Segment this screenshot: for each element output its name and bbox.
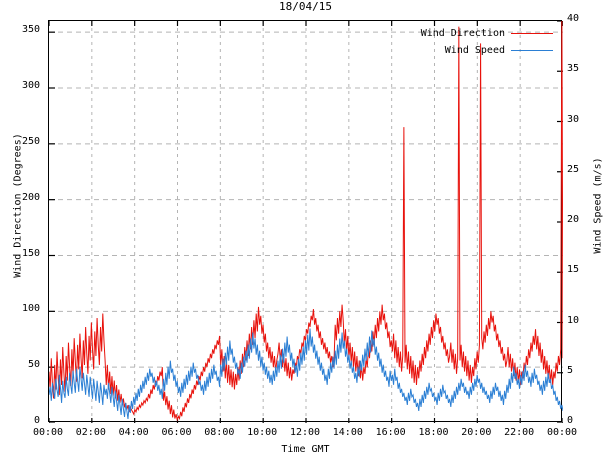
y-tick-left-350: 350 xyxy=(21,24,40,36)
legend-swatch-wind-speed xyxy=(511,50,553,51)
chart-legend: Wind Direction Wind Speed xyxy=(421,25,553,59)
y-tick-left-50: 50 xyxy=(27,359,40,371)
y-tick-left-300: 300 xyxy=(21,80,40,91)
legend-item-wind-speed[interactable]: Wind Speed xyxy=(421,42,553,59)
y-tick-left-100: 100 xyxy=(21,303,40,315)
legend-swatch-wind-direction xyxy=(511,33,553,34)
x-tick-4: 08:00 xyxy=(204,427,235,438)
y-tick-left-200: 200 xyxy=(21,191,40,203)
plot-area: Wind Direction Wind Speed xyxy=(48,20,563,423)
y-tick-right-20: 20 xyxy=(567,214,580,225)
x-tick-7: 14:00 xyxy=(332,427,363,438)
y-tick-right-10: 10 xyxy=(567,314,580,326)
y-axis-left-label: Wind Direction (Degrees) xyxy=(12,133,24,278)
legend-item-wind-direction[interactable]: Wind Direction xyxy=(421,25,553,42)
y-tick-right-15: 15 xyxy=(567,264,580,276)
y-tick-left-250: 250 xyxy=(21,135,40,147)
y-tick-right-25: 25 xyxy=(567,163,580,175)
x-tick-5: 10:00 xyxy=(247,427,278,438)
chart-title: 18/04/15 xyxy=(279,0,332,13)
x-tick-9: 18:00 xyxy=(418,427,449,438)
chart-canvas xyxy=(49,21,563,423)
y-tick-right-30: 30 xyxy=(567,113,580,125)
x-tick-6: 12:00 xyxy=(289,427,321,438)
y-tick-left-150: 150 xyxy=(21,247,40,259)
x-tick-3: 06:00 xyxy=(161,427,192,438)
y-tick-right-5: 5 xyxy=(567,364,574,376)
x-tick-0: 00:00 xyxy=(32,427,64,438)
legend-label-wind-speed: Wind Speed xyxy=(444,45,505,56)
x-tick-10: 20:00 xyxy=(461,427,492,438)
x-tick-2: 04:00 xyxy=(118,427,149,438)
x-axis-label: Time GMT xyxy=(281,444,330,455)
y-tick-right-35: 35 xyxy=(567,63,580,75)
y-tick-right-0: 0 xyxy=(567,415,574,426)
x-tick-1: 02:00 xyxy=(75,427,106,438)
x-tick-12: 00:00 xyxy=(546,427,578,438)
x-tick-8: 16:00 xyxy=(375,427,406,438)
x-tick-11: 22:00 xyxy=(504,427,535,438)
y-tick-right-40: 40 xyxy=(567,13,580,24)
y-tick-left-0: 0 xyxy=(33,415,40,426)
legend-label-wind-direction: Wind Direction xyxy=(420,28,505,39)
